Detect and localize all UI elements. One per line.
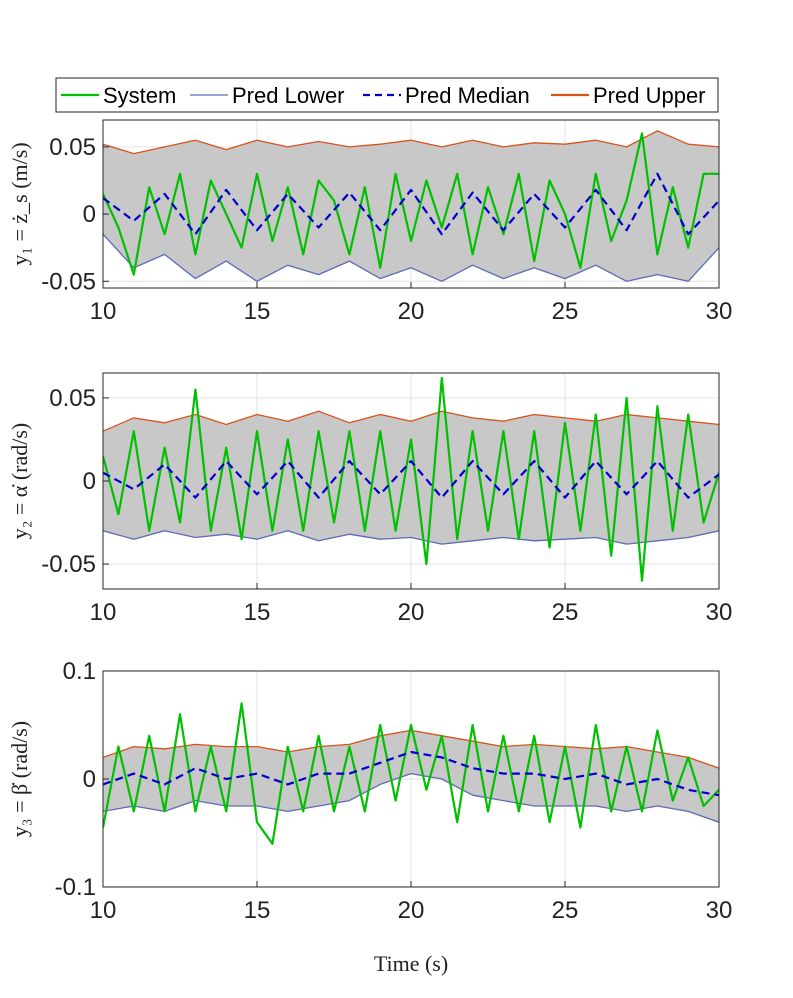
legend-label: Pred Upper (593, 83, 706, 108)
y-axis-label: y₃ = β̇ (rad/s) (7, 721, 32, 837)
y-axis-label: y₂ = α̇ (rad/s) (7, 423, 32, 540)
prediction-band (103, 130, 719, 282)
subplot-3: 10 15 20 25 30 -0.1 0 0.1 y₃ = β̇ (rad/s) Time (s… (7, 658, 732, 976)
x-tick-label: 30 (706, 897, 733, 924)
subplots: 10 15 20 25 30 -0.05 0 0.05 y₁ = ż_s (m/s) 10 15 20… (7, 119, 733, 976)
y-axis-label: y₁ = ż_s (m/s) (7, 142, 32, 265)
x-tick-label: 20 (398, 897, 425, 924)
x-tick-label: 30 (706, 599, 733, 626)
y-tick-label: 0 (83, 766, 96, 793)
y-tick-label: -0.05 (41, 551, 96, 578)
x-tick-label: 10 (90, 298, 117, 325)
x-tick-label: 25 (552, 298, 579, 325)
y-tick-label: 0 (83, 468, 96, 495)
y-tick-label: 0.1 (63, 658, 96, 685)
legend: System Pred Lower Pred Median Pred Upper (55, 77, 719, 113)
x-axis-label: Time (s) (374, 951, 448, 976)
legend-label: Pred Lower (232, 83, 345, 108)
series-system (103, 702, 719, 845)
y-tick-label: -0.05 (41, 268, 96, 295)
series-pred-median (103, 750, 719, 797)
x-tick-label: 30 (706, 298, 733, 325)
x-tick-label: 15 (244, 298, 271, 325)
legend-label: Pred Median (405, 83, 530, 108)
y-tick-label: 0 (83, 201, 96, 228)
x-tick-label: 15 (244, 599, 271, 626)
series-pred-lower (103, 233, 719, 282)
series-pred-median (103, 172, 719, 236)
prediction-band (103, 411, 719, 545)
subplot-1: 10 15 20 25 30 -0.05 0 0.05 y₁ = ż_s (m/s) (7, 119, 733, 325)
series-pred-lower (103, 772, 719, 823)
x-tick-label: 20 (398, 599, 425, 626)
x-tick-label: 10 (90, 897, 117, 924)
series-pred-upper (103, 410, 719, 432)
series-pred-upper (103, 130, 719, 155)
legend-entry: Pred Lower (190, 83, 345, 108)
x-tick-label: 25 (552, 897, 579, 924)
series-pred-median (103, 460, 719, 499)
legend-entry: Pred Median (363, 83, 530, 108)
series-pred-lower (103, 530, 719, 545)
legend-label: System (103, 83, 176, 108)
x-tick-label: 25 (552, 599, 579, 626)
legend-entry: Pred Upper (551, 83, 706, 108)
y-tick-label: 0.05 (49, 385, 96, 412)
y-tick-label: -0.1 (55, 874, 96, 901)
series-system (103, 132, 719, 276)
prediction-band (103, 730, 719, 823)
legend-entry: System (61, 83, 176, 108)
y-tick-label: 0.05 (49, 134, 96, 161)
x-tick-label: 10 (90, 599, 117, 626)
subplot-2: 10 15 20 25 30 -0.05 0 0.05 y₂ = α̇ (rad/s) (7, 372, 733, 626)
x-tick-label: 20 (398, 298, 425, 325)
x-tick-label: 15 (244, 897, 271, 924)
